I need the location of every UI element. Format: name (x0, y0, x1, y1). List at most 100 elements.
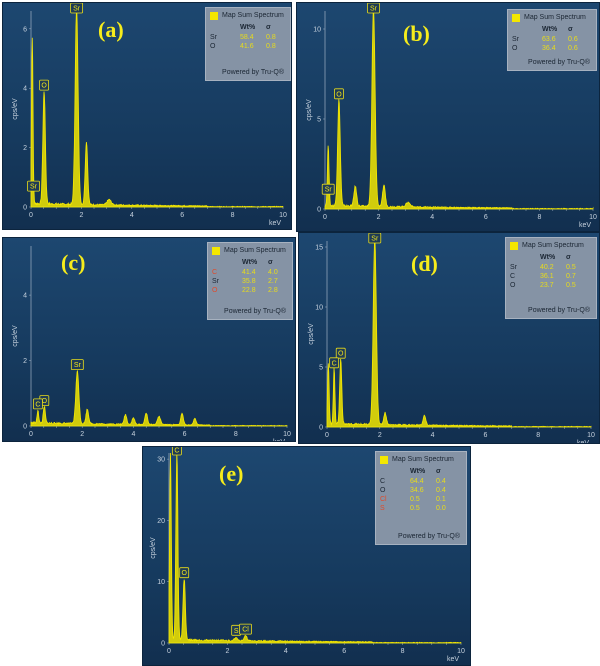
x-tick-label: 4 (131, 431, 135, 438)
legend-element: C (212, 269, 218, 276)
svg-text:Sr: Sr (325, 187, 333, 194)
y-tick-label: 10 (157, 579, 165, 586)
legend-powered-by: Powered by Tru-Q® (224, 308, 286, 315)
legend-wt-value: 63.6 (542, 36, 556, 43)
panel-label: (a) (98, 17, 124, 42)
legend-wt-value: 22.8 (242, 287, 256, 294)
peak-label: Sr (70, 359, 84, 371)
x-tick-label: 0 (323, 214, 327, 221)
legend-wt-value: 0.5 (410, 496, 420, 503)
x-tick-label: 0 (29, 212, 33, 219)
legend-element: Sr (512, 36, 519, 43)
legend-header-sigma: σ (266, 24, 271, 31)
legend-swatch (510, 242, 518, 250)
x-tick-label: 4 (130, 212, 134, 219)
y-tick-label: 20 (157, 518, 165, 525)
x-tick-label: 0 (29, 431, 33, 438)
peak-label: Sr (321, 183, 335, 195)
x-tick-label: 10 (279, 212, 287, 219)
x-axis-label: keV (579, 222, 591, 229)
peak-label: C (329, 357, 340, 369)
legend-title: Map Sum Spectrum (524, 14, 586, 21)
x-tick-label: 2 (80, 431, 84, 438)
spectrum-series (30, 369, 288, 427)
legend-powered-by: Powered by Tru-Q® (222, 69, 284, 76)
x-axis-label: keV (273, 439, 285, 441)
svg-text:Sr: Sr (30, 184, 38, 191)
legend-element: C (380, 478, 386, 485)
peak-label: O (179, 567, 190, 579)
x-axis-label: keV (447, 656, 459, 663)
y-tick-label: 5 (317, 117, 321, 124)
x-tick-label: 0 (167, 648, 171, 655)
svg-text:Cl: Cl (242, 627, 249, 634)
x-tick-label: 4 (431, 432, 435, 439)
y-tick-label: 0 (319, 425, 323, 432)
y-axis-label: cps/eV (150, 537, 157, 559)
legend-header-sigma: σ (566, 254, 571, 261)
y-tick-label: 30 (157, 457, 165, 464)
legend-title: Map Sum Spectrum (392, 456, 454, 463)
legend-title: Map Sum Spectrum (522, 242, 584, 249)
legend-sigma-value: 0.8 (266, 43, 276, 50)
peak-label: Sr (368, 233, 382, 244)
svg-text:Sr: Sr (73, 6, 81, 13)
panel-label: (e) (219, 461, 244, 486)
legend-powered-by: Powered by Tru-Q® (398, 533, 460, 540)
legend-sigma-value: 2.8 (268, 287, 278, 294)
legend-title: Map Sum Spectrum (222, 12, 284, 19)
x-tick-label: 10 (587, 432, 595, 439)
legend-swatch (212, 247, 220, 255)
legend-header-sigma: σ (268, 259, 273, 266)
legend-powered-by: Powered by Tru-Q® (528, 307, 590, 314)
y-tick-label: 5 (319, 365, 323, 372)
panel-label: (c) (61, 250, 86, 275)
x-tick-label: 6 (484, 214, 488, 221)
legend-element: O (512, 45, 518, 52)
spectrum-panel-e: 0 2 4 6 8 10 0 10 20 30 keV cps/eV C O S Cl (e) Map Sum S… (142, 446, 471, 666)
legend-header-wt: Wt% (242, 259, 258, 266)
legend-sigma-value: 2.7 (268, 278, 278, 285)
legend-box: Map Sum Spectrum Wt% σ C 64.4 0.4 O 34.6 0.4 Cl 0.… (375, 451, 467, 545)
legend-sigma-value: 0.0 (436, 505, 446, 512)
y-tick-label: 2 (23, 358, 27, 365)
panel-label: (d) (411, 251, 438, 276)
x-tick-label: 4 (284, 648, 288, 655)
legend-sigma-value: 0.7 (566, 273, 576, 280)
legend-sigma-value: 0.6 (568, 36, 578, 43)
y-tick-label: 0 (23, 424, 27, 431)
y-tick-label: 0 (23, 205, 27, 212)
legend-box: Map Sum Spectrum Wt% σ Sr 58.4 0.8 O 41.6 0.8 Pow… (205, 7, 291, 81)
y-tick-label: 10 (313, 27, 321, 34)
legend-sigma-value: 0.4 (436, 487, 446, 494)
y-axis-label: cps/eV (12, 98, 19, 120)
legend-header-wt: Wt% (542, 26, 558, 33)
spectrum-series (324, 10, 594, 210)
legend-element: Sr (212, 278, 219, 285)
legend-wt-value: 58.4 (240, 34, 254, 41)
legend-sigma-value: 0.5 (566, 264, 576, 271)
peak-label: Sr (70, 3, 84, 14)
legend-header-wt: Wt% (540, 254, 556, 261)
x-tick-label: 8 (234, 431, 238, 438)
legend-sigma-value: 4.0 (268, 269, 278, 276)
x-axis-label: keV (269, 220, 281, 227)
svg-text:O: O (336, 91, 342, 98)
y-tick-label: 10 (315, 305, 323, 312)
legend-header-sigma: σ (568, 26, 573, 33)
legend-powered-by: Powered by Tru-Q® (528, 59, 590, 66)
spectrum-series (168, 452, 462, 644)
y-axis-label: cps/eV (306, 99, 313, 121)
x-tick-label: 6 (183, 431, 187, 438)
x-tick-label: 2 (225, 648, 229, 655)
x-tick-label: 6 (483, 432, 487, 439)
legend-sigma-value: 0.8 (266, 34, 276, 41)
legend-box: Map Sum Spectrum Wt% σ Sr 40.2 0.5 C 36.1 0.7 O 23… (505, 237, 597, 319)
x-tick-label: 6 (180, 212, 184, 219)
legend-element: O (510, 282, 516, 289)
spectrum-series (30, 10, 284, 208)
